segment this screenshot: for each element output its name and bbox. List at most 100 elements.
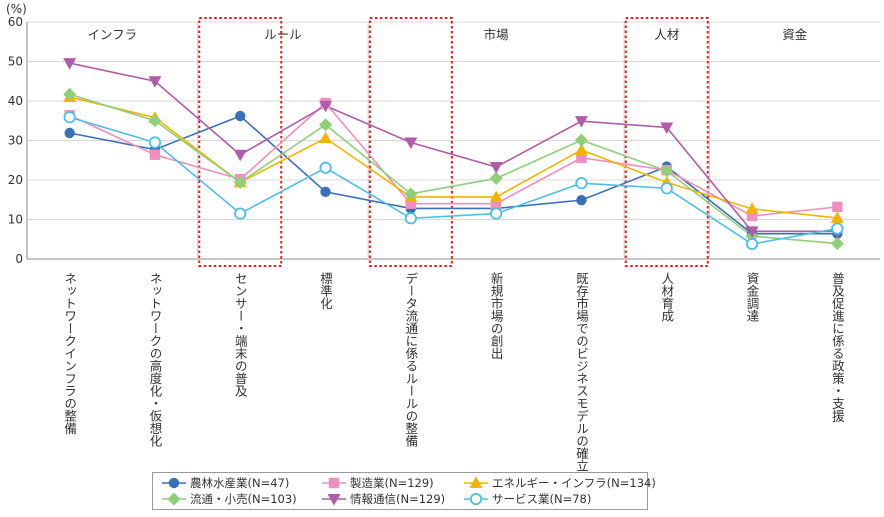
legend-label: 情報通信(N=129) bbox=[350, 492, 446, 506]
chart-legend: 農林水産業(N=47) 製造業(N=129) エネルギー・インフラ(N=134) 流通… bbox=[152, 472, 656, 510]
data-point bbox=[574, 133, 588, 147]
x-tick-label: 人材育成 bbox=[659, 272, 674, 323]
legend-swatch-marker bbox=[327, 494, 341, 506]
data-point bbox=[234, 207, 247, 220]
group-label: 資金 bbox=[782, 27, 808, 42]
data-point bbox=[490, 198, 502, 209]
y-tick-label: 30 bbox=[8, 134, 23, 148]
data-point bbox=[63, 87, 77, 101]
legend-item: エネルギー・インフラ(N=134) bbox=[463, 475, 656, 491]
data-point bbox=[404, 187, 418, 201]
data-point bbox=[575, 177, 588, 190]
y-tick-label: 0 bbox=[15, 252, 23, 266]
legend-item: 情報通信(N=129) bbox=[321, 491, 445, 507]
legend-swatch-marker bbox=[328, 477, 340, 489]
data-point bbox=[319, 131, 333, 144]
data-point bbox=[404, 212, 417, 225]
series-line bbox=[69, 93, 838, 245]
data-point bbox=[405, 198, 417, 209]
data-point bbox=[745, 226, 759, 238]
highlight-box bbox=[368, 17, 453, 267]
series-line bbox=[69, 116, 838, 245]
data-point bbox=[746, 210, 758, 222]
group-label: 市場 bbox=[484, 27, 509, 42]
legend-swatch bbox=[162, 477, 186, 489]
x-tick-label: ネットワークの高度化・仮想化 bbox=[147, 272, 162, 448]
data-point bbox=[745, 202, 759, 214]
legend-swatch bbox=[464, 476, 488, 488]
legend-label: 流通・小売(N=103) bbox=[190, 492, 297, 506]
legend-item: 製造業(N=129) bbox=[321, 475, 434, 491]
legend-item: 流通・小売(N=103) bbox=[161, 491, 297, 507]
data-point bbox=[319, 100, 333, 113]
y-axis-unit-label: (%) bbox=[6, 2, 27, 16]
data-point bbox=[576, 194, 587, 206]
data-point bbox=[233, 149, 247, 162]
data-point bbox=[489, 161, 503, 174]
data-point bbox=[149, 149, 161, 160]
legend-swatch-marker bbox=[469, 492, 483, 506]
data-point bbox=[320, 186, 331, 198]
series-line bbox=[69, 101, 838, 217]
x-tick-label: センサー・端末の普及 bbox=[233, 272, 248, 397]
data-point bbox=[148, 136, 162, 149]
data-point bbox=[148, 114, 162, 128]
legend-item: 農林水産業(N=47) bbox=[161, 475, 289, 491]
group-label: 人材 bbox=[654, 27, 679, 42]
legend-label: エネルギー・インフラ(N=134) bbox=[492, 476, 656, 490]
data-point bbox=[574, 116, 588, 128]
legend-label: 農林水産業(N=47) bbox=[190, 476, 290, 490]
legend-swatch bbox=[322, 494, 346, 506]
x-tick-label: 標準化 bbox=[318, 272, 333, 310]
data-point bbox=[64, 127, 75, 139]
data-point bbox=[235, 110, 246, 122]
legend-swatch bbox=[464, 492, 488, 506]
data-point bbox=[319, 118, 333, 132]
highlight-box bbox=[624, 17, 709, 267]
x-tick-label: ネットワークインフラの整備 bbox=[62, 272, 77, 435]
y-tick-label: 40 bbox=[8, 94, 23, 108]
data-point bbox=[63, 111, 76, 124]
data-point bbox=[489, 171, 503, 185]
series-line bbox=[69, 96, 838, 219]
legend-swatch-marker bbox=[168, 477, 180, 489]
data-point bbox=[830, 211, 844, 223]
data-point bbox=[489, 190, 503, 202]
data-point bbox=[490, 207, 503, 220]
data-point bbox=[830, 237, 844, 251]
legend-label: サービス業(N=78) bbox=[492, 492, 592, 506]
x-tick-label: 普及促進に係る政策・支援 bbox=[830, 272, 845, 423]
data-point bbox=[660, 122, 674, 134]
data-point bbox=[148, 76, 162, 88]
data-point bbox=[404, 137, 418, 149]
legend-item: サービス業(N=78) bbox=[463, 491, 591, 507]
data-point bbox=[660, 182, 673, 195]
data-point bbox=[576, 152, 587, 164]
y-tick-label: 60 bbox=[8, 15, 23, 29]
data-point bbox=[233, 175, 247, 189]
data-point bbox=[660, 164, 674, 178]
y-tick-label: 50 bbox=[8, 55, 23, 69]
data-point bbox=[319, 161, 332, 174]
legend-label: 製造業(N=129) bbox=[350, 476, 434, 490]
data-point bbox=[63, 58, 77, 70]
legend-swatch-marker bbox=[469, 476, 483, 488]
y-tick-label: 10 bbox=[8, 213, 23, 227]
series-line bbox=[69, 62, 838, 233]
x-tick-label: データ流通に係るルールの整備 bbox=[403, 272, 418, 448]
legend-swatch bbox=[162, 492, 186, 506]
data-point bbox=[574, 143, 588, 155]
x-tick-label: 資金調達 bbox=[745, 272, 760, 322]
x-tick-label: 新規市場の創出 bbox=[489, 271, 504, 360]
group-label: ルール bbox=[264, 27, 302, 42]
data-point bbox=[831, 222, 844, 235]
legend-swatch-marker bbox=[167, 492, 181, 506]
y-tick-label: 20 bbox=[8, 173, 23, 187]
data-point bbox=[745, 237, 759, 251]
data-point bbox=[832, 201, 843, 213]
group-label: インフラ bbox=[87, 27, 137, 42]
series-line bbox=[69, 115, 838, 235]
legend-swatch bbox=[322, 477, 346, 489]
